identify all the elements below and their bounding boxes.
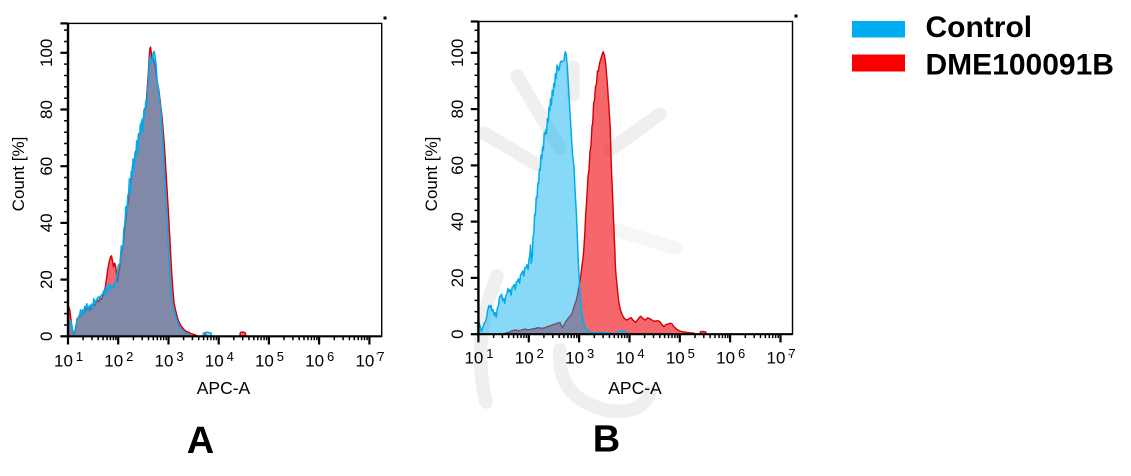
svg-text:4: 4	[637, 346, 644, 361]
svg-text:Count [%]: Count [%]	[9, 137, 28, 212]
svg-text:4: 4	[227, 349, 234, 364]
svg-text:40: 40	[37, 213, 56, 232]
svg-text:20: 20	[448, 268, 467, 287]
svg-text:10: 10	[616, 349, 635, 368]
svg-text:DME100091B: DME100091B	[926, 49, 1114, 82]
svg-text:Control: Control	[926, 11, 1033, 44]
svg-text:10: 10	[255, 352, 274, 371]
svg-text:100: 100	[37, 39, 56, 67]
svg-text:40: 40	[448, 212, 467, 231]
svg-text:Count [%]: Count [%]	[422, 137, 441, 212]
svg-text:3: 3	[176, 349, 183, 364]
svg-text:60: 60	[448, 156, 467, 175]
svg-text:10: 10	[767, 349, 786, 368]
svg-text:10: 10	[565, 349, 584, 368]
svg-text:20: 20	[37, 270, 56, 289]
svg-text:80: 80	[448, 100, 467, 119]
svg-text:7: 7	[377, 349, 384, 364]
svg-text:100: 100	[448, 39, 467, 67]
svg-text:A: A	[187, 420, 214, 462]
svg-text:10: 10	[515, 349, 534, 368]
svg-text:10: 10	[716, 349, 735, 368]
svg-text:60: 60	[37, 157, 56, 176]
svg-text:10: 10	[205, 352, 224, 371]
svg-text:5: 5	[688, 346, 695, 361]
svg-text:10: 10	[155, 352, 174, 371]
svg-text:2: 2	[126, 349, 133, 364]
svg-text:6: 6	[738, 346, 745, 361]
svg-text:B: B	[593, 419, 620, 461]
svg-text:APC-A: APC-A	[197, 378, 251, 398]
svg-text:10: 10	[104, 352, 123, 371]
svg-text:10: 10	[464, 349, 483, 368]
svg-text:6: 6	[327, 349, 334, 364]
svg-text:10: 10	[305, 352, 324, 371]
svg-text:80: 80	[37, 100, 56, 119]
svg-text:10: 10	[666, 349, 685, 368]
svg-text:10: 10	[355, 352, 374, 371]
svg-text:APC-A: APC-A	[608, 378, 662, 398]
svg-text:3: 3	[587, 346, 594, 361]
svg-text:2: 2	[537, 346, 544, 361]
svg-text:0: 0	[37, 332, 56, 341]
svg-text:5: 5	[277, 349, 284, 364]
svg-text:7: 7	[788, 346, 795, 361]
svg-text:1: 1	[486, 346, 493, 361]
svg-text:1: 1	[76, 349, 83, 364]
svg-text:0: 0	[448, 329, 467, 338]
svg-text:10: 10	[54, 352, 73, 371]
